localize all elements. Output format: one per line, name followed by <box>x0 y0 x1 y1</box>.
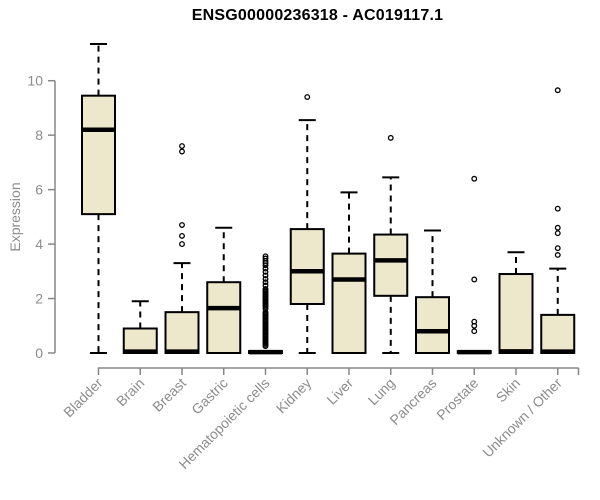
x-category-label-skin: Skin <box>493 375 524 406</box>
outlier-point <box>179 143 185 150</box>
x-category-label-prostate: Prostate <box>433 375 481 423</box>
box-rect <box>81 94 116 216</box>
outlier-point <box>179 148 185 155</box>
boxplot-liver <box>331 191 367 355</box>
x-category-label-kidney: Kidney <box>273 375 315 417</box>
box-rect <box>164 311 200 354</box>
boxplot-brain <box>122 300 158 355</box>
box-rect <box>289 228 325 305</box>
outlier-point <box>554 205 561 212</box>
outlier-point <box>262 343 269 350</box>
outlier-point <box>179 232 185 239</box>
y-tick-label: 2 <box>35 290 43 306</box>
outlier-point <box>262 268 269 275</box>
x-category-label-breast: Breast <box>149 375 189 415</box>
box-rect <box>540 313 576 354</box>
boxplot-breast <box>164 143 200 354</box>
outlier-point <box>554 245 561 252</box>
x-category-label-brain: Brain <box>113 375 147 409</box>
boxplot-gastric <box>206 226 242 354</box>
outlier-point <box>304 94 311 100</box>
x-category-label-lung: Lung <box>365 375 398 408</box>
chart-title: ENSG00000236318 - AC019117.1 <box>191 7 444 24</box>
boxplot-kidney <box>289 94 325 354</box>
box-rect <box>122 327 158 355</box>
outlier-point <box>262 279 269 286</box>
x-category-label-bladder: Bladder <box>60 375 106 421</box>
boxplot-lung <box>373 134 409 354</box>
outlier-point <box>554 230 561 237</box>
outlier-point <box>471 175 478 182</box>
boxplot-pancreas <box>415 229 450 354</box>
y-tick-label: 6 <box>35 182 43 198</box>
outlier-point <box>262 265 269 272</box>
y-tick-label: 10 <box>27 73 43 89</box>
outlier-point <box>262 272 269 279</box>
box-rect <box>373 233 409 297</box>
outlier-point <box>262 260 269 267</box>
y-tick-label: 8 <box>35 127 43 143</box>
outlier-point <box>554 224 561 231</box>
x-category-label-unknown-other: Unknown / Other <box>479 375 565 461</box>
outlier-point <box>471 328 478 335</box>
boxplot-unknown-other <box>540 87 576 354</box>
outlier-point <box>262 303 269 310</box>
outlier-point <box>262 262 269 269</box>
outlier-point <box>179 222 185 228</box>
outlier-point <box>179 241 185 248</box>
box-rect <box>498 273 534 354</box>
boxplot-prostate <box>456 175 492 355</box>
outlier-point <box>554 252 561 258</box>
y-tick-label: 4 <box>35 236 43 252</box>
x-category-label-liver: Liver <box>323 375 356 408</box>
box-rect <box>206 281 242 354</box>
outlier-point <box>387 134 394 141</box>
box-rect <box>415 296 450 354</box>
y-tick-label: 0 <box>35 345 43 361</box>
outlier-point <box>554 87 561 94</box>
boxplot-bladder <box>81 42 116 354</box>
outlier-point <box>471 276 478 283</box>
boxplot-hematopoietic-cells <box>248 253 283 355</box>
box-rect <box>331 252 367 355</box>
outlier-point <box>262 275 269 282</box>
boxplot-skin <box>498 251 534 354</box>
outlier-point <box>471 322 478 329</box>
y-axis: 0 2 4 6 8 10 <box>27 73 56 361</box>
